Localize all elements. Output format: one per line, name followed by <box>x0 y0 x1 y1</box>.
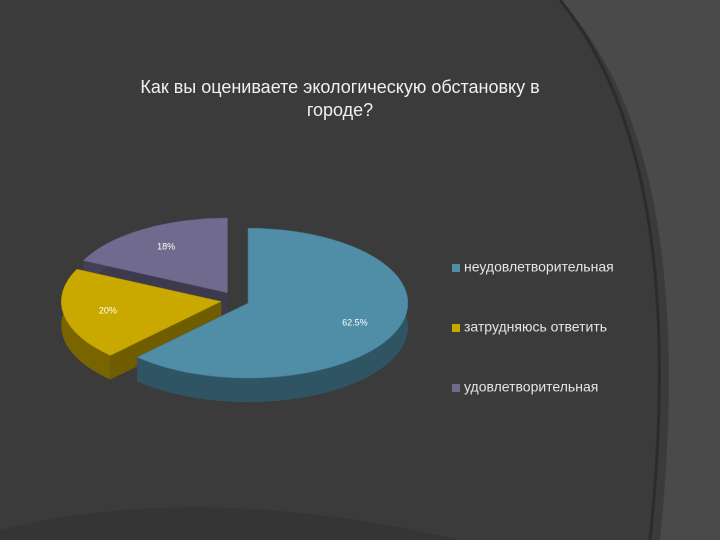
pie: 62.5% 20% 18% <box>60 217 409 403</box>
slice-side <box>137 228 408 403</box>
chart-title: Как вы оцениваете экологическую обстанов… <box>140 77 539 97</box>
data-label: 18% <box>157 242 175 252</box>
background-curve <box>560 0 720 540</box>
legend-label: затрудняюсь ответить <box>464 319 607 335</box>
background-bottom <box>0 507 460 540</box>
legend-label: неудовлетворительная <box>464 259 614 275</box>
slice <box>82 217 228 294</box>
slice <box>60 268 222 356</box>
slice-side <box>61 269 111 380</box>
legend: неудовлетворительная затрудняюсь ответить… <box>452 259 614 395</box>
legend-swatch <box>452 324 460 332</box>
legend-swatch <box>452 264 460 272</box>
chart-title: городе? <box>307 100 373 120</box>
legend-swatch <box>452 384 460 392</box>
background-edge <box>558 0 661 540</box>
data-label: 20% <box>99 306 117 316</box>
data-label: 62.5% <box>342 318 368 328</box>
legend-label: удовлетворительная <box>464 379 598 395</box>
slice <box>136 227 409 379</box>
